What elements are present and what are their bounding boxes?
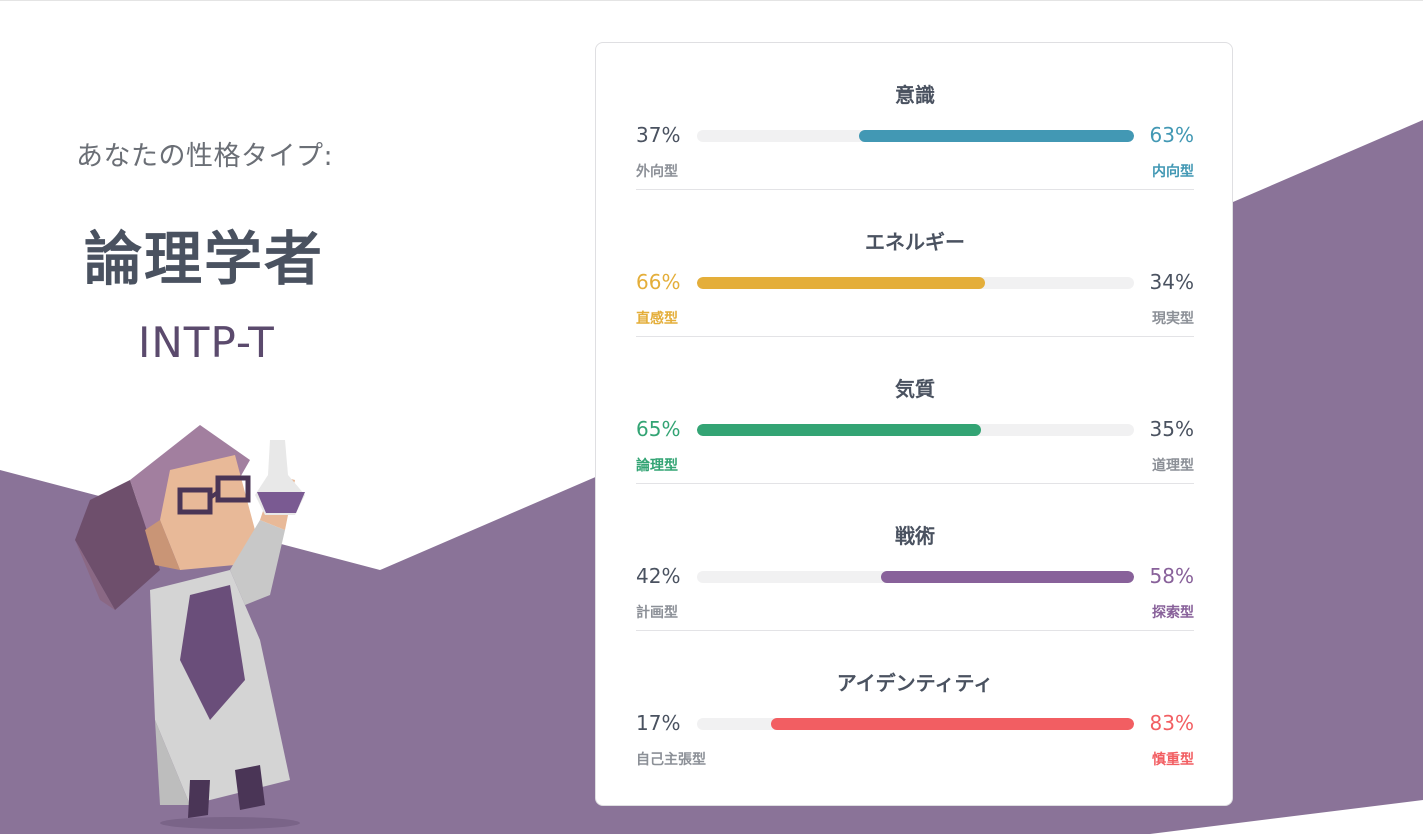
top-border (0, 0, 1423, 1)
trait-left-percent: 17% (636, 711, 681, 735)
trait-tactics: 戦術 42% 58% 計画型 探索型 (636, 484, 1194, 631)
trait-title: アイデンティティ (836, 671, 994, 695)
logician-character-illustration (75, 425, 305, 829)
trait-bar-fill (697, 277, 986, 289)
trait-scores-card: 意識 37% 63% 外向型 内向型 エネルギー 66% 34% 直感型 現実型… (595, 42, 1233, 806)
trait-right-percent: 58% (1149, 564, 1194, 588)
trait-bar-fill (880, 571, 1134, 583)
trait-left-percent: 42% (636, 564, 681, 588)
trait-right-label: 道理型 (1152, 458, 1194, 474)
trait-left-label: 直感型 (636, 311, 678, 327)
trait-title: 意識 (895, 83, 935, 107)
type-label: あなたの性格タイプ: (76, 141, 334, 172)
trait-bar-track (697, 571, 1134, 583)
trait-bar-fill (858, 130, 1134, 142)
trait-title: エネルギー (865, 230, 965, 254)
trait-right-percent: 35% (1149, 417, 1194, 441)
trait-bar-fill (771, 718, 1134, 730)
trait-bar-track (697, 718, 1134, 730)
divider (636, 630, 1194, 631)
trait-right-percent: 34% (1149, 270, 1194, 294)
type-code: INTP-T (138, 318, 275, 367)
trait-right-percent: 83% (1149, 711, 1194, 735)
trait-left-percent: 66% (636, 270, 681, 294)
personality-type-header: あなたの性格タイプ: 論理学者 INTP-T (0, 0, 420, 834)
trait-mind: 意識 37% 63% 外向型 内向型 (636, 43, 1194, 190)
trait-nature: 気質 65% 35% 論理型 道理型 (636, 337, 1194, 484)
trait-right-label: 慎重型 (1152, 752, 1194, 768)
trait-identity: アイデンティティ 17% 83% 自己主張型 慎重型 (636, 631, 1194, 778)
trait-left-percent: 37% (636, 123, 681, 147)
trait-right-label: 探索型 (1152, 605, 1194, 621)
trait-right-label: 現実型 (1152, 311, 1194, 327)
trait-left-label: 論理型 (636, 458, 678, 474)
trait-right-label: 内向型 (1152, 164, 1194, 180)
trait-bar-track (697, 424, 1134, 436)
trait-energy: エネルギー 66% 34% 直感型 現実型 (636, 190, 1194, 337)
trait-title: 気質 (895, 377, 935, 401)
type-name: 論理学者 (84, 225, 325, 293)
divider (636, 483, 1194, 484)
divider (636, 336, 1194, 337)
trait-right-percent: 63% (1149, 123, 1194, 147)
divider (636, 189, 1194, 190)
trait-title: 戦術 (895, 524, 935, 548)
trait-left-label: 計画型 (636, 605, 678, 621)
trait-left-label: 外向型 (636, 164, 678, 180)
trait-bar-fill (697, 424, 982, 436)
trait-bar-track (697, 277, 1134, 289)
trait-bar-track (697, 130, 1134, 142)
trait-left-label: 自己主張型 (636, 752, 706, 768)
trait-left-percent: 65% (636, 417, 681, 441)
